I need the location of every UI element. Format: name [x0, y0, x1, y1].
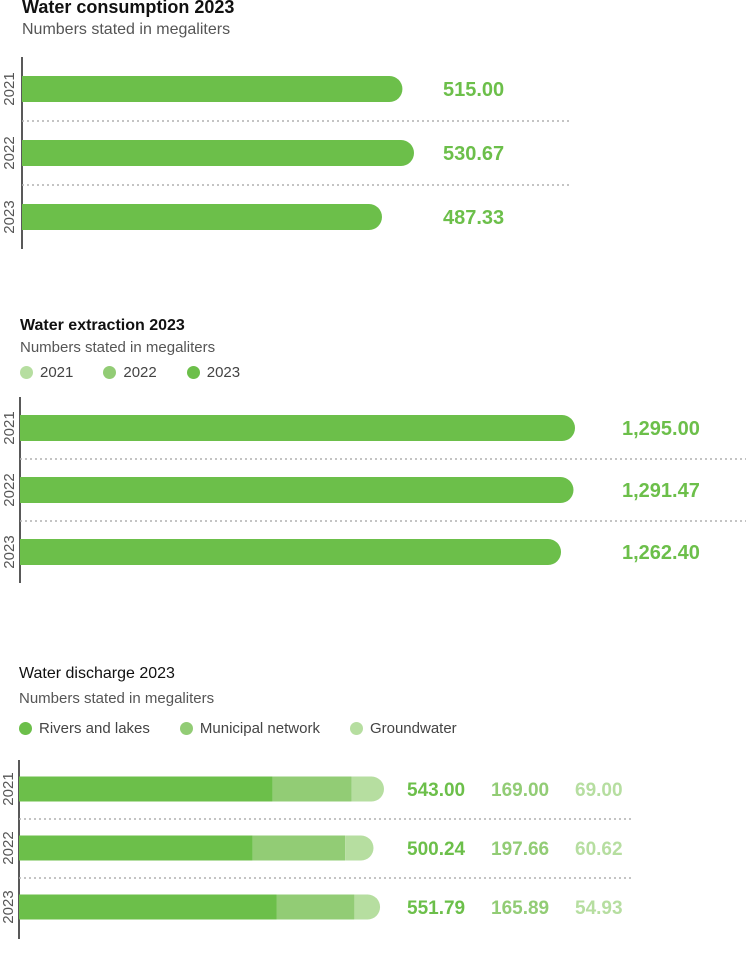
legend-item-municipal: Municipal network — [179, 720, 320, 737]
legend-label-2022: 2022 — [123, 364, 157, 381]
chart1-title: Water consumption 2023 — [22, 0, 235, 17]
value-label-2021-0: 543.00 — [407, 780, 465, 801]
year-label-2021: 2021 — [0, 772, 17, 805]
legend-label-rivers: Rivers and lakes — [39, 720, 150, 737]
bar-2021-rivers-and-lakes — [19, 776, 273, 802]
legend-swatch-groundwater — [349, 722, 363, 735]
legend-swatch-2023 — [186, 366, 200, 379]
legend-swatch-2022 — [103, 366, 117, 379]
bar-2021-groundwater — [351, 776, 384, 802]
bar-2022-groundwater — [345, 835, 374, 861]
legend-item-groundwater: Groundwater — [349, 720, 457, 737]
value-label-2022: 1,291.47 — [622, 480, 700, 502]
extraction-chart: 1,295.00 2021 1,291.47 2022 1,262.40 2023 — [1, 397, 746, 583]
value-label-2022-1: 197.66 — [491, 839, 549, 860]
year-label-2022: 2022 — [1, 136, 18, 169]
legend-swatch-rivers — [19, 722, 32, 735]
year-label-2023: 2023 — [1, 200, 18, 233]
value-label-2023-0: 551.79 — [407, 898, 465, 919]
bar-2022-municipal-network — [252, 835, 346, 861]
value-label-2021-2: 69.00 — [575, 780, 623, 801]
legend-label-municipal: Municipal network — [199, 720, 320, 737]
chart2-title: Water extraction 2023 — [20, 317, 185, 334]
bar-2022 — [20, 477, 574, 503]
legend-label-2023: 2023 — [206, 364, 241, 381]
value-label-2023: 487.33 — [443, 207, 504, 229]
legend-swatch-municipal — [179, 722, 193, 735]
year-label-2023: 2023 — [0, 890, 17, 923]
year-label-2022: 2022 — [1, 473, 18, 506]
legend-swatch-2021 — [20, 366, 33, 379]
legend-label-groundwater: Groundwater — [369, 720, 457, 737]
value-label-2023-2: 54.93 — [575, 898, 623, 919]
bar-2023 — [22, 204, 382, 230]
legend-item-rivers: Rivers and lakes — [19, 720, 150, 737]
legend-label-2021: 2021 — [40, 364, 74, 381]
bar-2022-rivers-and-lakes — [19, 835, 253, 861]
discharge-chart: 543.00 169.00 69.00 2021 500.24 197.66 60.62 20… — [0, 760, 633, 939]
year-label-2023: 2023 — [1, 535, 18, 568]
value-label-2023-1: 165.89 — [491, 898, 549, 919]
bar-2021 — [20, 415, 575, 441]
value-label-2021: 515.00 — [443, 79, 504, 101]
chart3-title: Water discharge 2023 — [19, 665, 175, 682]
year-label-2021: 2021 — [1, 72, 18, 105]
bar-2023-municipal-network — [276, 894, 355, 920]
bar-2023-rivers-and-lakes — [19, 894, 277, 920]
value-label-2023: 1,262.40 — [622, 542, 700, 564]
bar-2022 — [22, 140, 414, 166]
year-label-2021: 2021 — [1, 411, 18, 444]
value-label-2022-2: 60.62 — [575, 839, 623, 860]
value-label-2022-0: 500.24 — [407, 839, 466, 860]
chart2-legend: 2021 2022 2023 — [20, 364, 270, 381]
bar-2021 — [22, 76, 403, 102]
legend-item-2021: 2021 — [20, 364, 73, 381]
value-label-2022: 530.67 — [443, 143, 504, 165]
year-label-2022: 2022 — [0, 831, 17, 864]
chart2-subtitle: Numbers stated in megaliters — [20, 339, 216, 356]
legend-item-2022: 2022 — [103, 364, 157, 381]
chart3-subtitle: Numbers stated in megaliters — [19, 690, 215, 707]
bar-2023-groundwater — [354, 894, 381, 920]
bar-2021-municipal-network — [272, 776, 352, 802]
value-label-2021-1: 169.00 — [491, 780, 549, 801]
consumption-chart: 515.00 2021 530.67 2022 487.33 2023 — [1, 57, 570, 249]
value-label-2021: 1,295.00 — [622, 418, 700, 440]
chart1-subtitle: Numbers stated in megaliters — [22, 21, 231, 38]
chart3-legend: Rivers and lakes Municipal network Groun… — [19, 720, 487, 737]
legend-item-2023: 2023 — [186, 364, 241, 381]
bar-2023 — [20, 539, 562, 565]
